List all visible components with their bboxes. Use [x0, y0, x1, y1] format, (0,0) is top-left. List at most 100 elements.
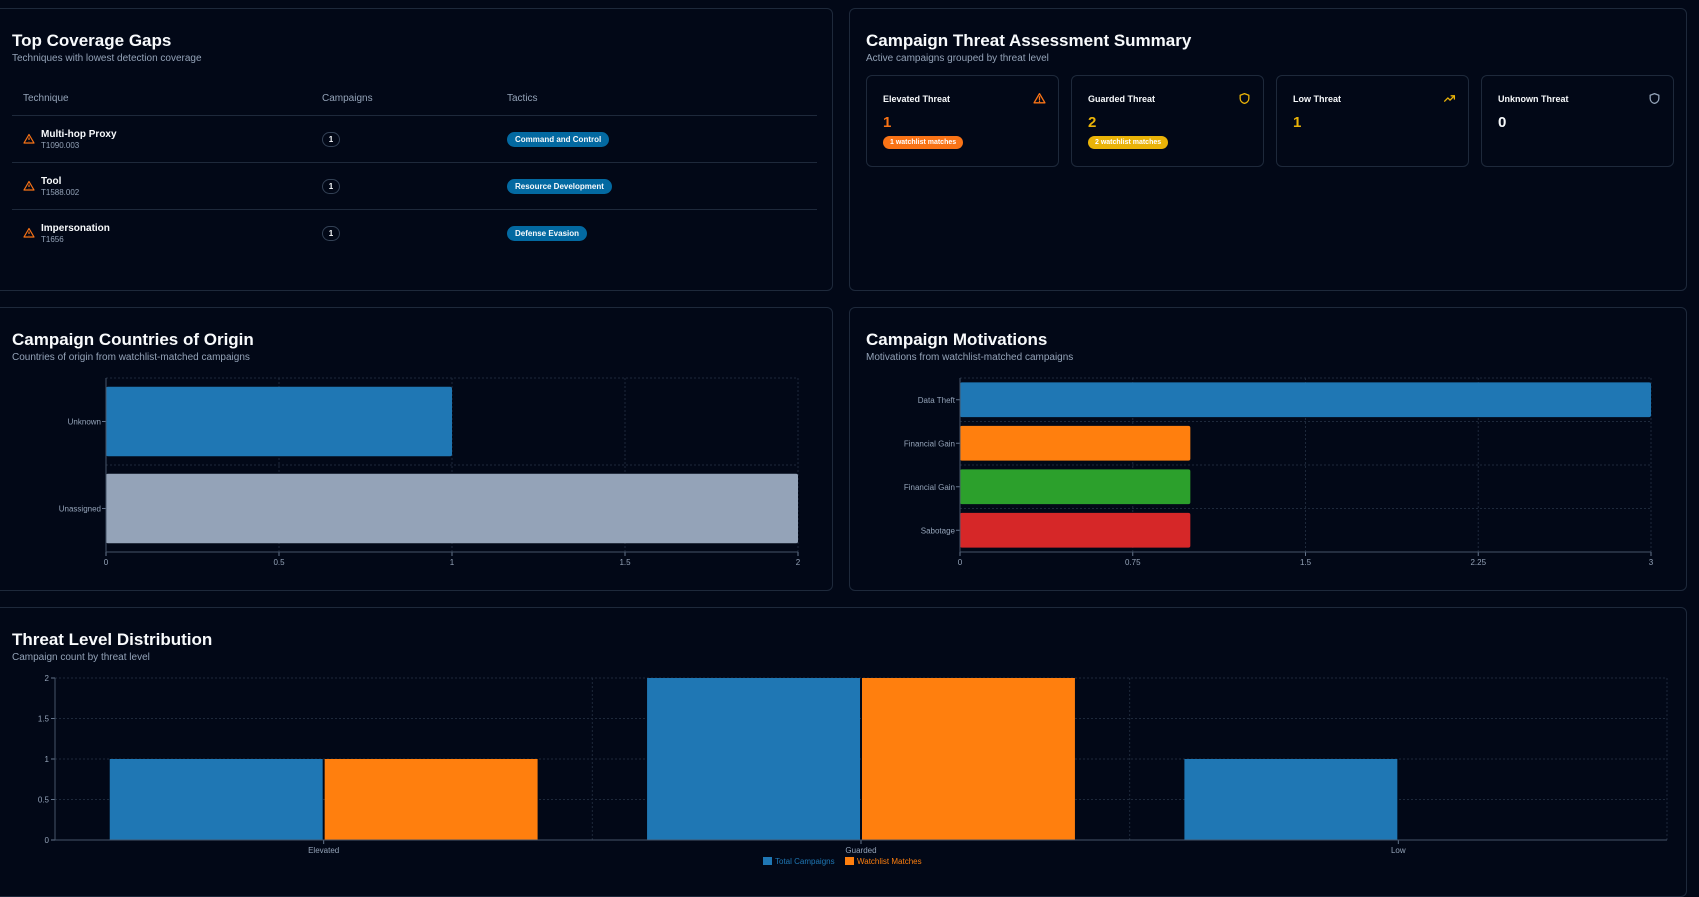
threat-card[interactable]: Unknown Threat 0 [1481, 75, 1674, 167]
bar [960, 469, 1191, 505]
alert-triangle-icon [23, 227, 35, 238]
threat-label: Low Threat [1293, 94, 1342, 104]
technique-id: T1090.003 [41, 140, 80, 150]
coverage-gaps-subtitle: Techniques with lowest detection coverag… [12, 53, 202, 64]
threat-cards: Elevated Threat 1 1 watchlist matches Guard… [866, 75, 1674, 167]
bar [106, 386, 452, 457]
x-tick-label: 3 [1649, 558, 1654, 567]
technique-name: Multi-hop Proxy [41, 128, 117, 140]
countries-chart: 0 0.5 1 1.5 2 Unknown Unassigned [59, 377, 801, 567]
distribution-subtitle: Campaign count by threat level [12, 652, 150, 663]
x-tick-label: Elevated [308, 846, 339, 855]
y-tick-label: 1 [45, 755, 50, 764]
x-tick-label: 0.75 [1125, 558, 1141, 567]
threat-label: Unknown Threat [1498, 94, 1569, 104]
x-tick-label: 1.5 [1300, 558, 1312, 567]
campaigns-cell: 1 [311, 115, 496, 163]
y-tick-label: 1.5 [38, 715, 50, 724]
campaigns-cell: 1 [311, 210, 496, 257]
x-tick-label: 1.5 [619, 558, 631, 567]
tactic-badge: Resource Development [507, 178, 612, 194]
technique-cell: Tool T1588.002 [12, 162, 311, 210]
threat-count: 0 [1498, 114, 1507, 131]
bar [1184, 759, 1398, 840]
legend-swatch [763, 857, 772, 865]
technique-name: Tool [41, 175, 62, 187]
x-tick-label: 2 [796, 558, 801, 567]
technique-name: Impersonation [41, 222, 110, 234]
table-row[interactable]: Multi-hop Proxy T1090.003 1 Command and Con… [12, 115, 817, 163]
tactics-cell: Command and Control [496, 115, 817, 163]
campaign-count-badge: 1 [322, 131, 340, 147]
bar [960, 382, 1651, 418]
tactic-badge: Defense Evasion [507, 225, 588, 241]
y-tick-label: Data Theft [918, 396, 956, 405]
motivations-chart: 0 0.75 1.5 2.25 3 Data Theft Financial Gain Fin… [904, 377, 1654, 567]
coverage-gaps-card: Top Coverage Gaps Techniques with lowest… [0, 8, 833, 291]
threat-label: Guarded Threat [1088, 94, 1156, 104]
y-tick-label: 0 [45, 836, 50, 845]
motivations-subtitle: Motivations from watchlist-matched campa… [866, 352, 1074, 363]
threat-summary-subtitle: Active campaigns grouped by threat level [866, 53, 1049, 64]
bar [647, 678, 860, 840]
shield-outline-icon [1649, 92, 1660, 105]
x-tick-label: Low [1391, 846, 1406, 855]
watchlist-badge: 1 watchlist matches [883, 136, 964, 149]
y-tick-label: Financial Gain [904, 439, 955, 448]
table-row[interactable]: Impersonation T1656 1 Defense Evasion [12, 210, 817, 257]
x-tick-label: 1 [450, 558, 455, 567]
legend-label: Watchlist Matches [857, 857, 922, 866]
coverage-gaps-title: Top Coverage Gaps [12, 31, 172, 50]
column-technique: Technique [12, 81, 311, 116]
tactic-badge: Command and Control [507, 131, 610, 147]
bar [109, 759, 323, 840]
bar [960, 512, 1191, 548]
threat-card[interactable]: Guarded Threat 2 2 watchlist matches [1071, 75, 1264, 167]
y-tick-label: Financial Gain [904, 483, 955, 492]
alert-triangle-icon [1033, 92, 1046, 104]
threat-summary-card: Campaign Threat Assessment Summary Activ… [849, 8, 1687, 291]
y-tick-label: 0.5 [38, 796, 50, 805]
threat-label: Elevated Threat [883, 94, 951, 104]
threat-count: 2 [1088, 114, 1097, 131]
coverage-gaps-table: Technique Campaigns Tactics Multi-hop Pr… [12, 81, 817, 256]
campaign-count-badge: 1 [322, 225, 340, 241]
bar [862, 678, 1075, 840]
distribution-chart: 0 0.5 1 1.5 2 Elevated Guarded Low Total Campaig… [38, 674, 1668, 866]
y-tick-label: Unknown [68, 418, 101, 427]
threat-count: 1 [1293, 114, 1302, 131]
table-header-row: Technique Campaigns Tactics [12, 81, 817, 116]
column-tactics: Tactics [496, 81, 817, 116]
campaign-count-badge: 1 [322, 178, 340, 194]
x-tick-label: 0 [958, 558, 963, 567]
distribution-card: Threat Level Distribution Campaign count… [0, 607, 1687, 897]
countries-card: Campaign Countries of Origin Countries o… [0, 307, 833, 591]
bar [106, 473, 798, 544]
technique-cell: Multi-hop Proxy T1090.003 [12, 115, 311, 163]
bar [960, 425, 1191, 461]
x-tick-label: 0 [104, 558, 109, 567]
threat-card[interactable]: Elevated Threat 1 1 watchlist matches [866, 75, 1059, 167]
countries-title: Campaign Countries of Origin [12, 330, 254, 349]
motivations-card: Campaign Motivations Motivations from wa… [849, 307, 1687, 591]
threat-summary-title: Campaign Threat Assessment Summary [866, 31, 1192, 50]
threat-card[interactable]: Low Threat 1 [1276, 75, 1469, 167]
bar [324, 759, 538, 840]
alert-triangle-icon [23, 133, 35, 144]
tactics-cell: Defense Evasion [496, 210, 817, 257]
y-tick-label: 2 [45, 674, 50, 683]
countries-subtitle: Countries of origin from watchlist-match… [12, 352, 250, 363]
alert-triangle-icon [23, 180, 35, 191]
threat-count: 1 [883, 114, 892, 131]
y-tick-label: Unassigned [59, 505, 101, 514]
x-tick-label: 0.5 [273, 558, 285, 567]
shield-icon [1239, 92, 1250, 105]
legend-label: Total Campaigns [775, 857, 835, 866]
x-tick-label: Guarded [845, 846, 876, 855]
motivations-title: Campaign Motivations [866, 330, 1048, 349]
legend-swatch [845, 857, 854, 865]
column-campaigns: Campaigns [311, 81, 496, 116]
campaigns-cell: 1 [311, 162, 496, 210]
table-row[interactable]: Tool T1588.002 1 Resource Development [12, 162, 817, 210]
technique-id: T1656 [41, 234, 64, 244]
